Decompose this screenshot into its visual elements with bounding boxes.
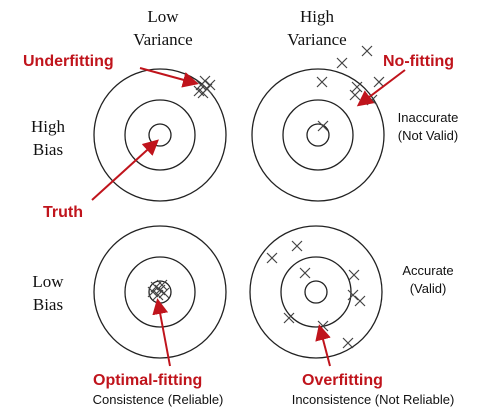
no-fitting-arrow xyxy=(356,69,406,107)
target-outer-ring xyxy=(249,225,383,359)
target-high-bias-high-variance xyxy=(251,45,385,202)
target-low-bias-high-variance xyxy=(249,225,383,359)
accurate-label: Accurate xyxy=(402,263,453,278)
target-middle-ring xyxy=(282,99,354,171)
cross-markers xyxy=(316,45,385,132)
target-low-bias-low-variance xyxy=(93,225,227,359)
overfitting-label: Overfitting xyxy=(302,372,383,389)
low-bias-header-line1: Low xyxy=(32,272,64,291)
high-variance-header-line1: High xyxy=(300,7,335,26)
target-outer-ring xyxy=(93,225,227,359)
truth-label: Truth xyxy=(43,204,83,221)
optimal-fitting-label: Optimal-fitting xyxy=(93,372,202,389)
target-bullseye xyxy=(304,280,328,304)
annotation-arrows xyxy=(91,67,406,367)
low-variance-header-line1: Low xyxy=(147,7,179,26)
inaccurate-label: Inaccurate xyxy=(398,110,459,125)
low-bias-header-line2: Bias xyxy=(33,295,63,314)
valid-label: (Valid) xyxy=(410,281,447,296)
cross-markers xyxy=(193,75,216,99)
no-fitting-label: No-fitting xyxy=(383,53,454,70)
underfitting-label: Underfitting xyxy=(23,53,114,70)
target-high-bias-low-variance xyxy=(93,68,227,202)
not-valid-label: (Not Valid) xyxy=(398,128,458,143)
high-bias-header-line2: Bias xyxy=(33,140,63,159)
high-variance-header-line2: Variance xyxy=(287,30,346,49)
consistence-reliable-caption: Consistence (Reliable) xyxy=(93,392,224,407)
cross-markers xyxy=(266,240,366,349)
target-outer-ring xyxy=(93,68,227,202)
inconsistence-not-reliable-caption: Inconsistence (Not Reliable) xyxy=(292,392,455,407)
underfitting-arrow xyxy=(139,67,199,88)
low-variance-header-line2: Variance xyxy=(133,30,192,49)
optimal-fitting-arrow xyxy=(152,298,171,367)
target-bullseye xyxy=(306,123,330,147)
truth-arrow xyxy=(91,139,159,201)
target-middle-ring xyxy=(124,99,196,171)
high-bias-header-line1: High xyxy=(31,117,66,136)
target-outer-ring xyxy=(251,68,385,202)
target-middle-ring xyxy=(280,256,352,328)
target-bullseye xyxy=(148,123,172,147)
target-middle-ring xyxy=(124,256,196,328)
overfitting-arrow xyxy=(315,324,331,367)
